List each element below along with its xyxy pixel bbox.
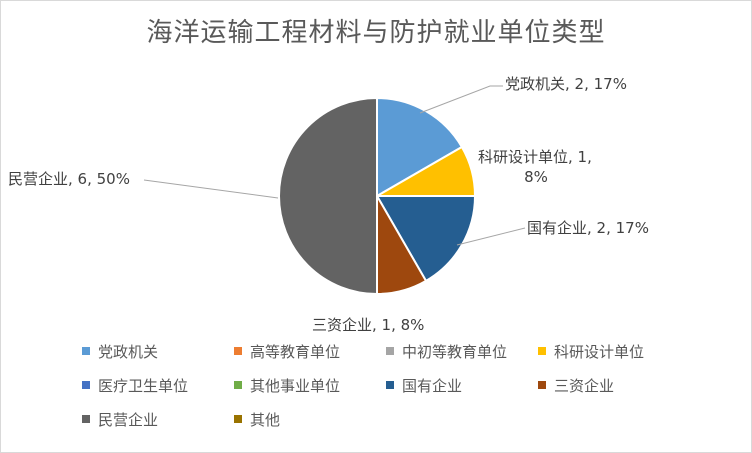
legend-item-1: 党政机关	[82, 340, 234, 362]
chart-title: 海洋运输工程材料与防护就业单位类型	[146, 18, 606, 48]
data-label-2-line-2: 8%	[524, 168, 548, 186]
legend-label: 国有企业	[402, 376, 463, 395]
legend-label: 医疗卫生单位	[98, 376, 189, 395]
legend-item-10: 其他	[234, 408, 386, 430]
legend-item-2: 高等教育单位	[234, 340, 386, 362]
leader-line-3	[456, 227, 526, 246]
data-label-4: 三资企业, 1, 8%	[312, 316, 424, 334]
legend-label: 民营企业	[98, 410, 159, 429]
legend-swatch	[234, 347, 242, 355]
legend-swatch	[82, 347, 90, 355]
legend-item-7: 国有企业	[386, 374, 538, 396]
pie-slices	[278, 96, 477, 296]
leader-lines	[143, 85, 526, 246]
legend-label: 三资企业	[554, 376, 615, 395]
legend-item-4: 科研设计单位	[538, 340, 708, 362]
data-label-2-line-1: 科研设计单位, 1,	[478, 148, 592, 166]
pie-slice-3	[375, 195, 477, 283]
legend-label: 中初等教育单位	[402, 342, 508, 361]
data-label-1: 党政机关, 2, 17%	[505, 75, 627, 93]
legend-swatch	[234, 415, 242, 423]
legend-label: 其他	[250, 410, 281, 429]
legend-label: 高等教育单位	[250, 342, 341, 361]
legend-label: 其他事业单位	[250, 376, 341, 395]
legend-label: 党政机关	[98, 342, 159, 361]
legend-swatch	[82, 381, 90, 389]
data-label-3: 国有企业, 2, 17%	[527, 219, 649, 237]
legend-swatch	[82, 415, 90, 423]
legend-swatch	[538, 381, 546, 389]
legend-item-9: 民营企业	[82, 408, 234, 430]
legend-swatch	[538, 347, 546, 355]
legend-swatch	[234, 381, 242, 389]
data-label-5: 民营企业, 6, 50%	[8, 170, 130, 188]
legend-item-5: 医疗卫生单位	[82, 374, 234, 396]
legend-swatch	[386, 347, 394, 355]
legend: 党政机关 高等教育单位 中初等教育单位 科研设计单位医疗卫生单位 其他事业单位 国有企业 三…	[82, 340, 722, 430]
leader-line-5	[143, 179, 279, 199]
legend-item-6: 其他事业单位	[234, 374, 386, 396]
leader-line-1	[419, 85, 503, 114]
data-labels: 党政机关, 2, 17% 科研设计单位, 1, 8% 国有企业, 2, 17% 三资企业…	[8, 75, 649, 334]
legend-swatch	[386, 381, 394, 389]
legend-item-3: 中初等教育单位	[386, 340, 538, 362]
pie-slice-5	[278, 96, 378, 296]
legend-item-8: 三资企业	[538, 374, 708, 396]
legend-label: 科研设计单位	[554, 342, 645, 361]
